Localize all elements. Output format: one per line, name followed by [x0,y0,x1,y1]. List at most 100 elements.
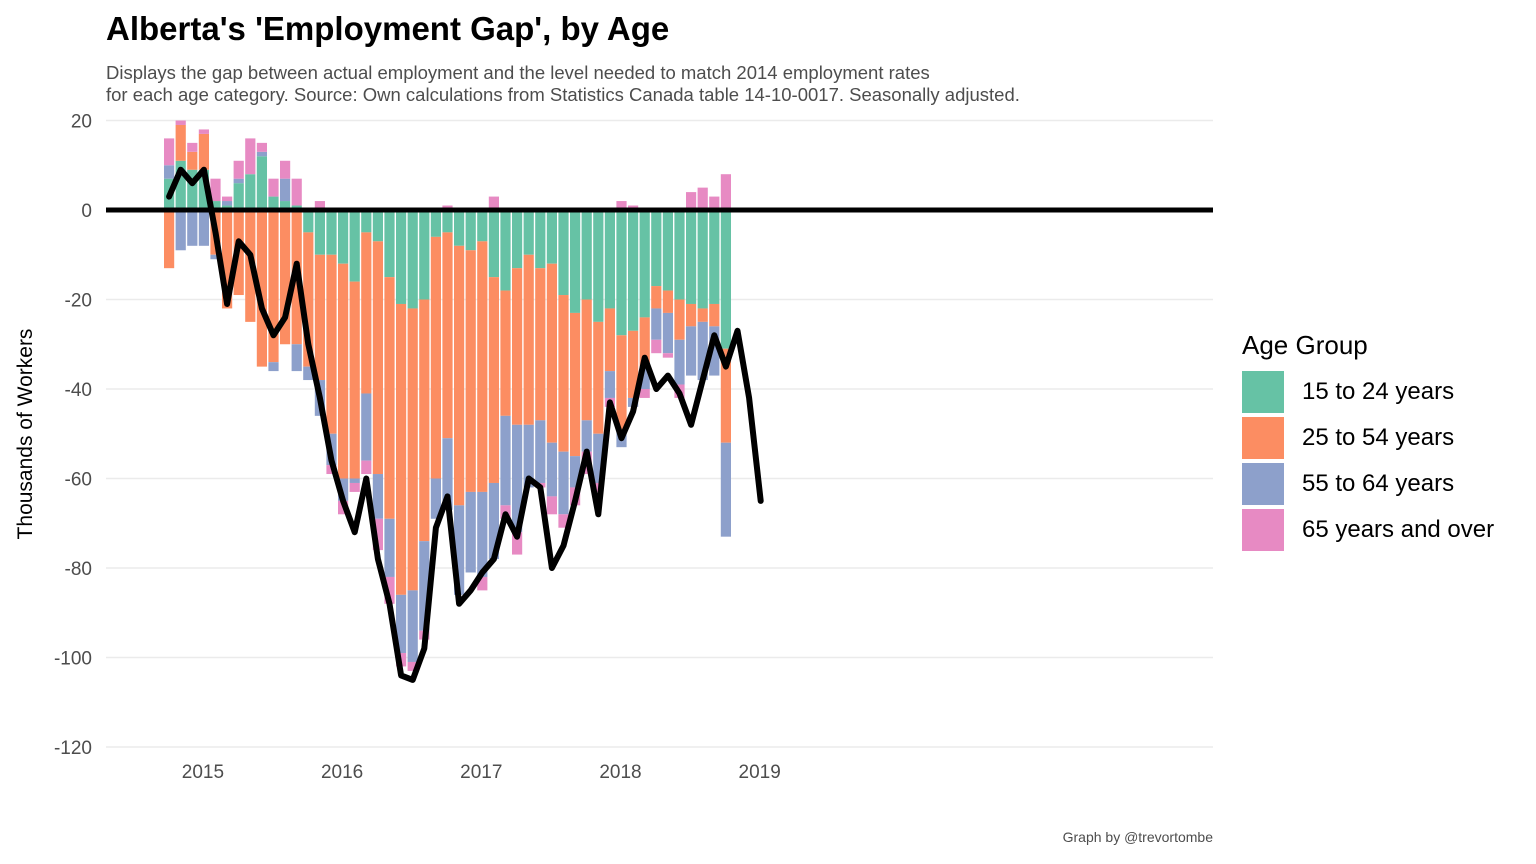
bar-segment [697,210,708,309]
bar-segment [187,151,198,170]
bar-segment [256,156,267,210]
bar-segment [604,210,615,309]
bar-segment [419,541,430,631]
y-tick-label: 20 [71,112,92,133]
y-tick-label: -60 [65,470,92,491]
bar-segment [233,183,244,210]
bar-segment [349,281,360,479]
bar-segment [465,491,476,573]
bar-segment [535,210,546,269]
bar-segment [396,594,407,654]
bar-segment [198,129,209,134]
bar-segment [593,321,604,434]
bar-segment [477,241,488,492]
bar-segment [500,290,511,416]
bar-segment [686,192,697,210]
bar-segment [198,169,209,210]
legend-item-25-54: 25 to 54 years [1242,415,1494,461]
bar-segment [720,348,731,443]
bar-segment [222,196,233,202]
bar-segment [570,210,581,313]
bar-segment [454,210,465,246]
bar-segment [709,326,720,376]
bar-segment [361,460,372,475]
y-tick-label: -40 [65,380,92,401]
bar-segment [303,232,314,367]
bar-segment [222,210,233,309]
bar-segment [280,178,291,202]
legend-item-65-plus: 65 years and over [1242,507,1494,553]
bar-segment [442,232,453,439]
bar-segment [210,254,221,260]
bar-segment [280,210,291,345]
bars [164,120,731,671]
bar-segment [651,286,662,309]
bar-segment [256,142,267,152]
bar-segment [442,438,453,510]
bar-segment [674,299,685,340]
x-tick-label: 2015 [182,762,224,783]
y-axis-ticks: 20 0 -20 -40 -60 -80 -100 -120 [54,112,92,760]
bar-segment [477,210,488,242]
legend-swatch [1242,417,1284,459]
x-tick-label: 2016 [321,762,363,783]
bar-segment [222,201,233,206]
bar-segment [326,210,337,255]
bar-segment [233,160,244,179]
legend-label: 25 to 54 years [1302,424,1455,451]
y-tick-label: -80 [65,559,92,580]
bar-segment [314,201,325,210]
bar-segment [280,201,291,210]
bar-segment [187,169,198,210]
bar-segment [291,178,302,206]
y-tick-label: -120 [54,738,92,759]
bar-segment [558,514,569,528]
bar-segment [604,371,615,398]
bar-segment [268,178,279,197]
bar-segment [314,210,325,255]
bar-segment [465,250,476,492]
legend-swatch [1242,509,1284,551]
bar-segment [604,308,615,372]
bar-segment [628,210,639,331]
bar-segment [187,210,198,246]
bar-segment [210,201,221,210]
bar-segment [245,138,256,175]
bar-segment [361,393,372,461]
bar-segment [454,505,465,595]
bar-segment [523,210,534,255]
bar-segment [488,210,499,278]
bar-segment [709,210,720,304]
bar-segment [662,290,673,313]
bar-segment [245,174,256,210]
bar-segment [407,590,418,662]
bar-segment [407,210,418,309]
bar-segment [720,442,731,537]
subtitle-line-1: Displays the gap between actual employme… [106,62,930,83]
bar-segment [593,210,604,322]
bar-segment [709,303,720,327]
bar-segment [256,210,267,367]
bar-segment [175,210,186,251]
x-tick-label: 2017 [460,762,502,783]
subtitle-line-2: for each age category. Source: Own calcu… [106,84,1020,105]
bar-segment [326,254,337,434]
x-tick-label: 2018 [599,762,641,783]
legend-title: Age Group [1242,330,1368,360]
bar-segment [570,312,581,457]
bar-segment [338,263,349,479]
bar-segment [523,424,534,488]
bar-segment [639,210,650,318]
bar-segment [396,303,407,595]
bar-segment [314,254,325,381]
bar-segment [175,124,186,161]
bar-segment [349,478,360,483]
bar-segment [686,326,697,376]
bar-segment [709,196,720,210]
total-line [166,166,764,683]
bar-segment [720,210,731,349]
bar-segment [512,424,523,533]
bar-segment [372,210,383,242]
bar-segment [616,201,627,210]
bar-segment [338,478,349,501]
